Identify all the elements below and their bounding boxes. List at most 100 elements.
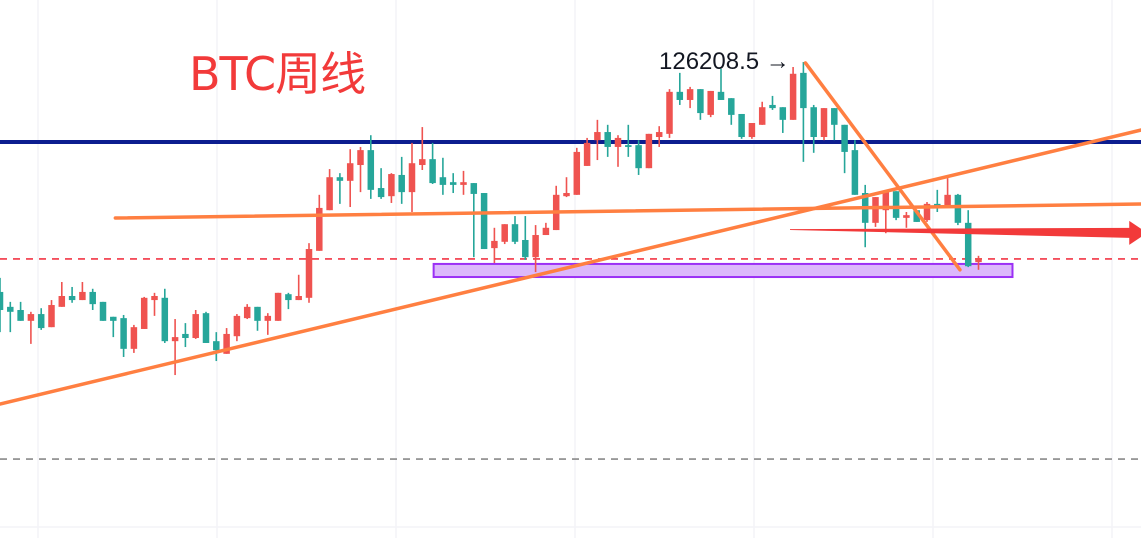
candle — [336, 173, 344, 204]
candle — [789, 67, 797, 120]
candle — [182, 323, 189, 348]
candle-body — [800, 72, 807, 109]
candle-body — [923, 203, 931, 221]
candle — [408, 142, 416, 212]
candle — [151, 292, 158, 316]
candle — [975, 255, 982, 270]
candle — [470, 183, 478, 258]
candle-body — [274, 292, 282, 321]
candle-body — [89, 291, 96, 305]
candle-body — [470, 183, 478, 194]
falling-trendline — [803, 61, 962, 272]
candle-body — [573, 151, 581, 195]
candle — [89, 288, 96, 311]
candle-body — [625, 145, 632, 147]
candle — [666, 89, 673, 138]
candle-body — [388, 174, 395, 197]
candle — [398, 156, 405, 204]
candle — [388, 173, 395, 203]
candle-body — [0, 291, 4, 311]
candle-body — [810, 107, 817, 138]
candle — [594, 119, 601, 161]
candle — [738, 113, 745, 139]
candle — [511, 216, 519, 245]
candle — [130, 324, 138, 353]
candle — [243, 304, 251, 320]
candle — [202, 311, 210, 343]
candle-body — [841, 124, 848, 152]
candle-body — [903, 215, 910, 218]
candle — [841, 124, 848, 174]
candle — [552, 185, 560, 231]
candle-body — [243, 306, 251, 319]
candle-body — [449, 182, 457, 185]
candle — [161, 288, 169, 343]
candle — [625, 124, 632, 157]
candle — [563, 177, 570, 198]
candle-body — [542, 227, 550, 236]
candle-body — [346, 163, 354, 181]
candle-body — [285, 294, 292, 301]
candle-body — [192, 314, 199, 339]
candle — [48, 300, 55, 328]
candle — [491, 227, 498, 264]
candle-body — [686, 89, 694, 100]
candle-body — [182, 333, 189, 339]
candle — [37, 308, 45, 330]
candle — [810, 104, 817, 153]
projection-arrow — [790, 220, 1141, 245]
candle-body — [532, 235, 539, 258]
candle — [79, 282, 86, 301]
candle-body — [223, 333, 230, 354]
candle-body — [666, 91, 673, 134]
candle-body — [305, 249, 313, 298]
candle — [140, 296, 148, 329]
candle-body — [614, 137, 622, 147]
candle — [882, 192, 890, 234]
flat-trendline — [113, 202, 1141, 220]
candle-body — [110, 316, 117, 321]
candle-body — [37, 314, 45, 329]
candle — [58, 282, 66, 307]
candle — [748, 123, 756, 139]
candle-body — [697, 89, 704, 114]
candle — [110, 316, 117, 338]
support-zone-layer — [432, 262, 1014, 279]
candle — [68, 286, 76, 303]
candle — [707, 90, 714, 118]
candle-body — [491, 240, 498, 249]
candle-body — [326, 177, 333, 211]
candle-body — [604, 132, 611, 147]
candle — [357, 146, 364, 193]
support-zone — [432, 262, 1014, 279]
candle — [934, 189, 941, 212]
candle — [120, 314, 127, 357]
candle — [285, 292, 292, 310]
candle-body — [419, 159, 426, 166]
candle-body — [58, 296, 66, 307]
candle-body — [99, 301, 107, 321]
candle — [769, 95, 776, 110]
candle — [254, 306, 261, 331]
candle — [872, 197, 879, 227]
candle — [460, 170, 467, 195]
candle — [820, 108, 828, 141]
candle — [7, 301, 14, 333]
candle — [264, 313, 272, 335]
candle-body — [594, 132, 601, 141]
candle — [192, 310, 199, 339]
candle — [449, 173, 457, 194]
candle — [439, 157, 447, 195]
candle-body — [511, 224, 519, 242]
candle-body — [357, 150, 364, 166]
candle-body — [140, 297, 148, 329]
candle — [532, 225, 539, 273]
candle — [377, 168, 385, 199]
candle — [645, 133, 653, 169]
candle-body — [151, 296, 158, 301]
candle — [429, 142, 436, 184]
candle-body — [563, 193, 570, 197]
candle — [522, 216, 529, 260]
candle — [573, 147, 581, 195]
